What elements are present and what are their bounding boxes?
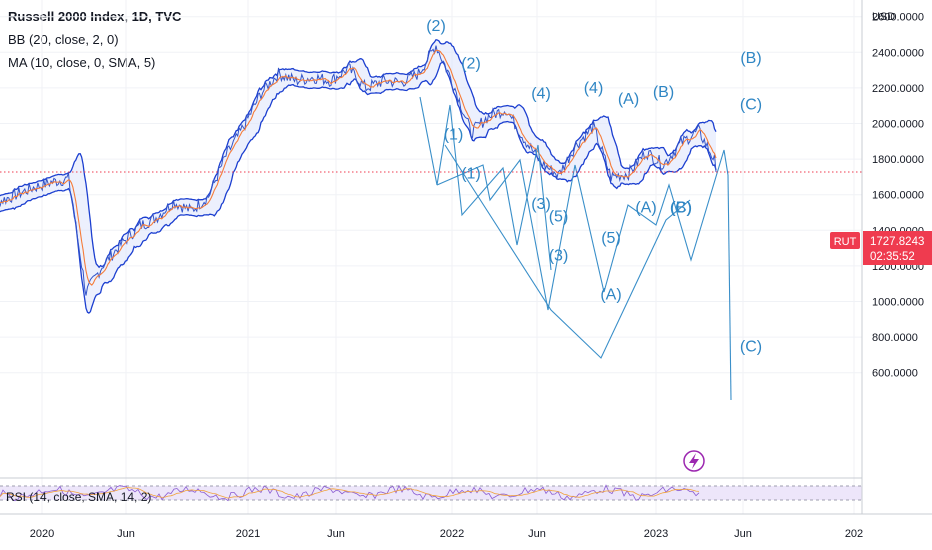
wave-path	[419, 96, 552, 271]
lightning-icon[interactable]	[683, 450, 705, 472]
currency-label: USD	[872, 11, 895, 23]
wave-path	[436, 149, 729, 311]
bollinger-lower-band	[0, 61, 717, 314]
price-badge	[863, 231, 932, 265]
elliott-wave-lines	[419, 96, 732, 401]
wave-label: (C)	[740, 338, 762, 355]
time-tick-label: Jun	[734, 528, 752, 540]
wave-label: (B)	[653, 84, 674, 101]
wave-label: (1)	[461, 166, 481, 183]
wave-label: (C)	[670, 200, 692, 217]
wave-label: (A)	[618, 91, 639, 108]
time-tick-label: 2022	[440, 528, 464, 540]
wave-label: (3)	[531, 196, 551, 213]
rsi-band-fill	[0, 486, 862, 500]
rsi-panel[interactable]: RSI (14, close, SMA, 14, 2)	[0, 477, 862, 504]
price-tick-label: 2000.0000	[872, 119, 924, 131]
price-tick-label: 1000.0000	[872, 297, 924, 309]
wave-label: (2)	[461, 55, 481, 72]
symbol-badge	[830, 232, 860, 249]
wave-label: (3)	[549, 248, 569, 265]
last-price-badge: RUT 1727.8243 02:35:52	[830, 231, 932, 265]
price-tick-label: 2400.0000	[872, 47, 924, 59]
wave-label: (1)	[444, 127, 464, 144]
rsi-label[interactable]: RSI (14, close, SMA, 14, 2)	[6, 490, 151, 504]
time-tick-label: Jun	[528, 528, 546, 540]
price-series-line	[0, 45, 717, 296]
wave-label: (A)	[635, 200, 656, 217]
wave-label: (B)	[670, 200, 691, 217]
moving-average-line	[0, 49, 717, 286]
time-tick-label: 2020	[30, 528, 54, 540]
wave-label: (C)	[740, 96, 762, 113]
price-tick-label: 600.0000	[872, 368, 918, 380]
price-tick-label: 2600.0000	[872, 12, 924, 24]
price-tick-label: 2200.0000	[872, 83, 924, 95]
wave-label: (2)	[426, 18, 446, 35]
time-tick-label: Jun	[117, 528, 135, 540]
indicator-moving-average-label[interactable]: MA (10, close, 0, SMA, 5)	[8, 55, 156, 70]
wave-label: (4)	[584, 80, 604, 97]
price-tick-label: 1800.0000	[872, 154, 924, 166]
indicator-bollinger-label[interactable]: BB (20, close, 2, 0)	[8, 32, 119, 47]
time-tick-label: 2023	[644, 528, 668, 540]
rsi-ma-line	[0, 487, 700, 499]
price-tick-label: 1600.0000	[872, 190, 924, 202]
wave-path	[727, 174, 732, 401]
time-tick-label: 202	[845, 528, 863, 540]
wave-label: (B)	[740, 50, 761, 67]
symbol-badge-text: RUT	[834, 236, 857, 248]
time-axis[interactable]: 2020 Jun 2021 Jun 2022 Jun 2023 Jun 202	[30, 528, 863, 540]
bar-countdown: 02:35:52	[870, 251, 915, 263]
last-price-value: 1727.8243	[870, 236, 924, 248]
wave-label: (5)	[601, 230, 621, 247]
time-tick-label: Jun	[327, 528, 345, 540]
price-tick-label: 800.0000	[872, 332, 918, 344]
price-axis[interactable]: 2800.00002600.00002400.00002200.00002000…	[872, 0, 924, 380]
wave-label: (5)	[549, 208, 569, 225]
elliott-wave-labels: (2)(1)(2)(1)(4)(3)(5)(3)(4)(5)(A)(A)(B)(…	[426, 18, 762, 355]
time-tick-label: 2021	[236, 528, 260, 540]
wave-label: (4)	[531, 86, 551, 103]
wave-label: (A)	[600, 287, 621, 304]
wave-path	[444, 144, 691, 359]
